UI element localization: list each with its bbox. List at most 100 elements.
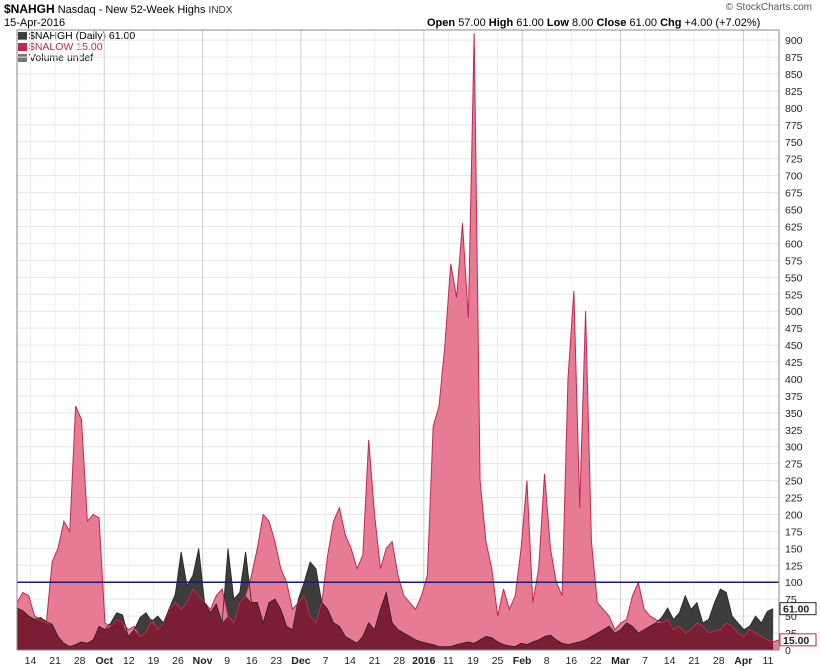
x-tick-label: 11	[762, 655, 773, 667]
y-tick-label: 775	[785, 120, 803, 132]
last-value-badges: 61.00 15.00	[779, 602, 817, 647]
y-tick-label: 725	[785, 154, 803, 166]
high-label: High	[488, 17, 514, 29]
x-tick-label: Nov	[193, 655, 213, 667]
x-tick-label: 19	[467, 655, 479, 667]
last-value-badge	[779, 633, 817, 647]
legend-volume: Volume undef	[18, 53, 93, 64]
date-label: 15-Apr-2016	[4, 17, 66, 29]
y-tick-label: 75	[785, 594, 797, 606]
x-tick-label: 22	[590, 655, 602, 667]
y-tick-label: 550	[785, 272, 803, 284]
y-tick-label: 525	[785, 289, 803, 301]
chg-value: +4.00 (+7.02%)	[684, 17, 761, 29]
y-tick-label: 275	[785, 459, 803, 471]
y-tick-label: 750	[785, 137, 803, 149]
y-tick-label: 500	[785, 306, 803, 318]
x-tick-label: 8	[544, 655, 550, 667]
x-tick-label: 28	[393, 655, 405, 667]
y-tick-label: 700	[785, 171, 803, 183]
legend-nahgh-label: $NAHGH (Daily) 61.00	[29, 30, 136, 42]
x-tick-label: 16	[565, 655, 577, 667]
x-tick-label: 26	[172, 655, 184, 667]
close-value: 61.00	[629, 17, 657, 29]
x-tick-label: 12	[123, 655, 135, 667]
y-tick-label: 0	[785, 645, 791, 657]
area-series-icon	[18, 43, 27, 51]
last-value-badge	[779, 602, 817, 616]
x-tick-label: 2016	[412, 655, 436, 667]
x-tick-label: Feb	[513, 655, 532, 667]
y-tick-label: 175	[785, 526, 803, 538]
y-axis: 0255075100125150175200225250275300325350…	[785, 35, 803, 657]
x-tick-label: 14	[25, 655, 37, 667]
exchange-label: INDX	[208, 5, 233, 16]
y-tick-label: 900	[785, 35, 803, 47]
y-tick-label: 150	[785, 543, 803, 555]
legend-volume-label: Volume undef	[29, 52, 94, 64]
legend-nalow: $NALOW 15.00	[18, 42, 103, 53]
ohlc-readout: Open 57.00 High 61.00 Low 8.00 Close 61.…	[427, 17, 760, 30]
y-tick-label: 600	[785, 238, 803, 250]
y-tick-label: 350	[785, 408, 803, 420]
y-tick-label: 825	[785, 86, 803, 98]
x-tick-label: 14	[664, 655, 676, 667]
area-series-icon	[18, 32, 27, 40]
y-tick-label: 450	[785, 340, 803, 352]
x-tick-label: 25	[492, 655, 504, 667]
y-tick-label: 625	[785, 222, 803, 234]
x-tick-label: 21	[49, 655, 61, 667]
symbol: $NAHGH	[4, 2, 55, 16]
y-tick-label: 225	[785, 493, 803, 505]
y-tick-label: 250	[785, 476, 803, 488]
x-tick-label: Oct	[96, 655, 114, 667]
chg-label: Chg	[660, 17, 682, 29]
y-tick-label: 200	[785, 509, 803, 521]
legend-nahgh: $NAHGH (Daily) 61.00	[18, 31, 135, 42]
last-value-label: 61.00	[783, 604, 809, 616]
y-tick-label: 850	[785, 69, 803, 81]
y-tick-label: 50	[785, 611, 797, 623]
legend-nalow-label: $NALOW 15.00	[29, 41, 103, 53]
x-tick-label: 23	[270, 655, 282, 667]
low-value: 8.00	[571, 17, 594, 29]
y-tick-label: 675	[785, 188, 803, 200]
y-tick-label: 300	[785, 442, 803, 454]
series-line-nalow	[16, 33, 780, 643]
x-tick-label: 19	[148, 655, 160, 667]
y-tick-label: 875	[785, 52, 803, 64]
y-tick-label: 400	[785, 374, 803, 386]
x-axis: 14 21 28 Oct 12 19 26 Nov 9 16 23 Dec 7 14 21 28 2016 11 1…	[25, 655, 774, 667]
x-tick-label: 16	[246, 655, 258, 667]
open-label: Open	[427, 17, 456, 29]
volume-bars-icon	[18, 54, 27, 62]
open-value: 57.00	[458, 17, 486, 29]
last-value-label: 15.00	[783, 635, 809, 647]
y-tick-label: 650	[785, 205, 803, 217]
x-tick-label: 7	[323, 655, 329, 667]
x-tick-label: 11	[443, 655, 454, 667]
y-tick-label: 425	[785, 357, 803, 369]
low-label: Low	[546, 17, 569, 29]
high-value: 61.00	[516, 17, 544, 29]
series-area-overlap	[17, 589, 774, 650]
x-tick-label: 28	[713, 655, 725, 667]
x-tick-label: 7	[642, 655, 648, 667]
watermark: © StockCharts.com	[725, 2, 812, 13]
x-tick-label: Dec	[291, 655, 310, 667]
y-tick-label: 800	[785, 103, 803, 115]
series-area-nalow	[17, 33, 779, 650]
y-tick-label: 575	[785, 255, 803, 267]
x-tick-label: 21	[688, 655, 700, 667]
x-tick-label: 21	[369, 655, 381, 667]
plot-area	[16, 33, 780, 650]
series-line-nahgh	[16, 548, 774, 648]
x-tick-label: 9	[224, 655, 230, 667]
y-tick-label: 325	[785, 425, 803, 437]
x-tick-label: Apr	[734, 655, 752, 667]
close-label: Close	[596, 17, 627, 29]
y-tick-label: 475	[785, 323, 803, 335]
plot-frame	[16, 29, 780, 651]
y-tick-label: 125	[785, 560, 803, 572]
